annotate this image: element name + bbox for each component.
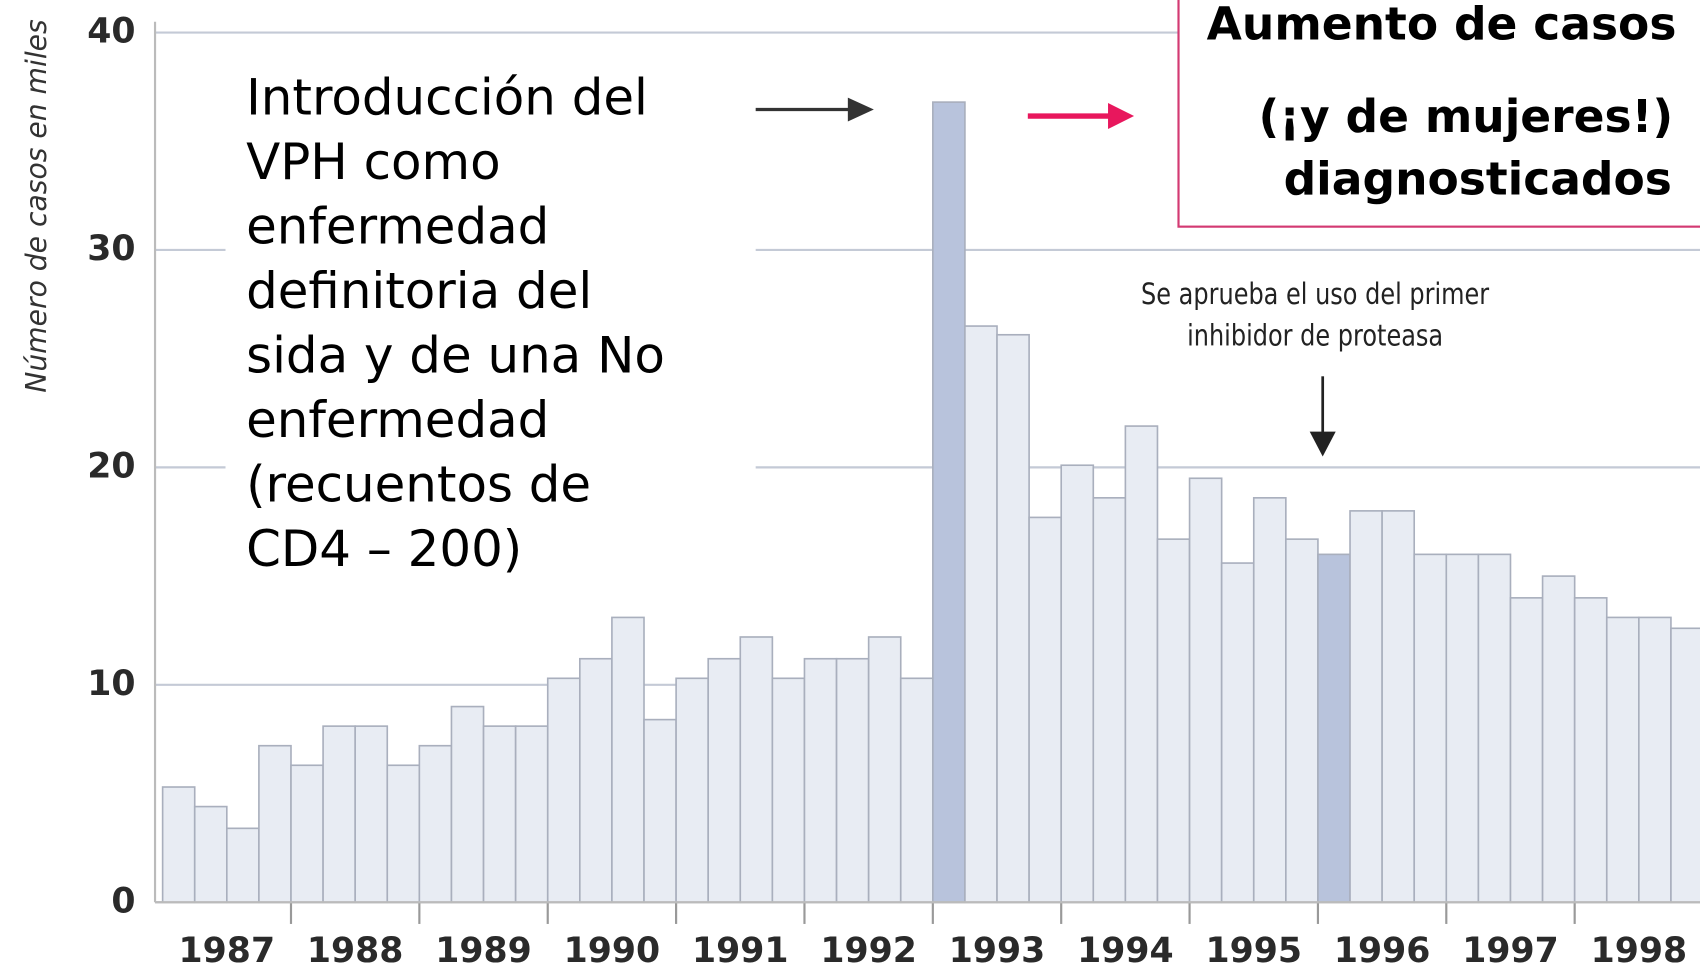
bar [450, 705, 485, 904]
bar [1638, 616, 1672, 904]
bar [1573, 597, 1608, 904]
bar [354, 725, 389, 904]
bar [225, 827, 260, 904]
bar [1285, 538, 1319, 904]
bar [193, 805, 228, 904]
x-tick-label: 1988 [307, 931, 404, 971]
annotation-text: Introducción del [246, 68, 648, 126]
bar [1381, 510, 1416, 904]
bar [1605, 616, 1640, 904]
annotation-text: sida y de una No [246, 326, 665, 384]
bar [1124, 425, 1159, 904]
bar [739, 636, 774, 904]
x-tick-label: 1997 [1462, 931, 1559, 971]
bar [1188, 477, 1223, 904]
y-tick-label: 10 [87, 664, 135, 704]
x-tick-label: 1990 [564, 931, 661, 971]
bar [1060, 464, 1095, 904]
bar [643, 718, 677, 904]
annotation-text: (¡y de mujeres!) [1258, 90, 1673, 143]
bar [1317, 553, 1351, 904]
annotation-text: enfermedad [246, 197, 549, 255]
y-tick-label: 30 [87, 229, 135, 269]
annotation-text: definitoria del [246, 262, 592, 320]
bar [1156, 538, 1191, 904]
bar [1509, 597, 1544, 904]
x-tick-label: 1992 [820, 931, 917, 971]
bar [835, 657, 870, 904]
bar [161, 786, 196, 904]
bar [996, 333, 1030, 904]
y-axis-label: Número de casos en miles [20, 19, 53, 393]
x-tick-label: 1993 [949, 931, 1046, 971]
y-tick-label: 20 [87, 446, 135, 486]
bar [482, 725, 517, 904]
bar [1445, 553, 1480, 904]
bar [1541, 575, 1576, 904]
bar [1028, 516, 1063, 904]
annotation-text: (recuentos de [246, 455, 591, 513]
y-tick-label: 40 [87, 12, 135, 52]
bar [290, 764, 324, 904]
annotation-text: inhibidor de proteasa [1187, 319, 1443, 353]
arrow-head [1108, 103, 1135, 130]
bar [932, 101, 966, 904]
x-tick-label: 1995 [1205, 931, 1302, 971]
annotation-text: CD4 – 200) [246, 520, 522, 578]
annotation-box [1177, 0, 1700, 228]
arrow-head [847, 97, 874, 122]
bar [867, 636, 902, 904]
bar [1413, 553, 1448, 904]
annotation-box [225, 59, 756, 592]
bar [514, 725, 549, 904]
bar [611, 616, 645, 904]
bar [803, 657, 838, 904]
bar [1252, 497, 1287, 904]
bar [899, 677, 934, 904]
bar [546, 677, 581, 904]
bar [258, 744, 292, 904]
annotation-text: Aumento de casos [1207, 0, 1677, 51]
x-tick-label: 1996 [1334, 931, 1431, 971]
annotation-text: Se aprueba el uso del primer [1141, 278, 1489, 312]
bar [771, 677, 806, 904]
bar [707, 657, 742, 904]
bar [579, 657, 613, 904]
bar [1477, 553, 1512, 904]
x-tick-label: 1989 [435, 931, 532, 971]
annotation-text: diagnosticados [1284, 153, 1672, 206]
y-tick-label: 0 [111, 881, 135, 921]
bar [386, 764, 421, 904]
bar [1092, 497, 1127, 904]
bar [1670, 627, 1700, 904]
x-tick-label: 1998 [1591, 931, 1688, 971]
bar [675, 677, 710, 904]
annotation-text: enfermedad [246, 391, 549, 449]
bar [322, 725, 356, 904]
annotation-text: VPH como [246, 133, 500, 191]
x-tick-label: 1987 [179, 931, 276, 971]
arrow-head [1309, 431, 1336, 457]
bar [418, 744, 453, 904]
x-tick-label: 1991 [692, 931, 789, 971]
bar [1220, 562, 1255, 904]
bar [1349, 510, 1383, 904]
x-tick-label: 1994 [1077, 931, 1174, 971]
bar [964, 325, 998, 904]
